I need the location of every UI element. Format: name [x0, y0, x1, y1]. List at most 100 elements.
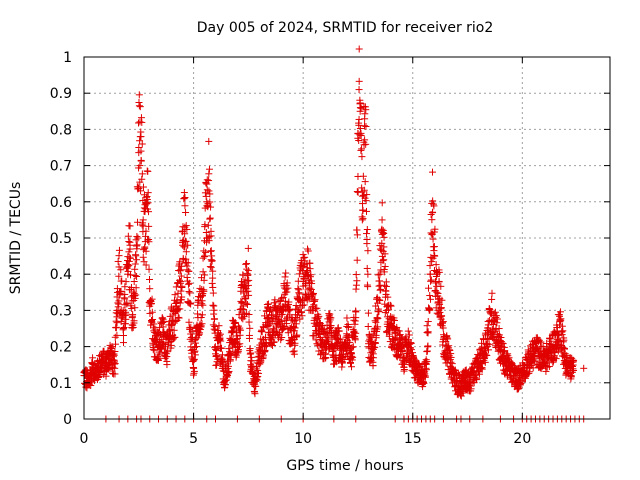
data-point — [138, 118, 146, 126]
data-point — [203, 198, 211, 206]
data-point — [102, 372, 110, 380]
data-point — [135, 91, 143, 99]
data-point — [374, 314, 382, 322]
data-point — [498, 339, 506, 347]
data-point — [176, 277, 184, 285]
data-point — [343, 314, 351, 322]
data-point — [247, 361, 255, 369]
data-point — [380, 256, 388, 264]
data-point — [123, 300, 131, 308]
data-point — [552, 355, 560, 363]
data-point — [413, 368, 421, 376]
data-point — [349, 353, 357, 361]
data-point — [138, 170, 146, 178]
data-point — [501, 357, 509, 365]
data-point — [426, 292, 434, 300]
data-point — [125, 262, 133, 270]
data-point — [120, 339, 128, 347]
data-point — [199, 301, 207, 309]
data-point — [518, 378, 526, 386]
data-point — [376, 270, 384, 278]
data-point — [411, 356, 419, 364]
data-point — [310, 301, 318, 309]
data-point — [527, 353, 535, 361]
data-point — [206, 215, 214, 223]
data-point — [292, 320, 300, 328]
data-point — [438, 312, 446, 320]
data-point — [427, 229, 435, 237]
data-point — [499, 340, 507, 348]
data-point — [325, 325, 333, 332]
data-point — [428, 209, 436, 217]
data-point — [312, 336, 320, 344]
data-point — [133, 273, 141, 281]
data-point — [294, 285, 302, 293]
data-point — [357, 146, 365, 154]
data-point — [381, 281, 389, 289]
data-point — [159, 328, 167, 336]
data-point — [375, 307, 383, 315]
data-point — [540, 357, 548, 365]
data-point — [154, 357, 162, 365]
data-point — [177, 287, 185, 295]
data-point — [505, 354, 513, 362]
data-point — [231, 319, 239, 327]
data-point — [113, 319, 121, 327]
data-point — [209, 289, 217, 297]
data-point — [372, 318, 380, 326]
data-point — [278, 334, 286, 342]
data-point — [175, 276, 183, 284]
data-point — [242, 260, 250, 268]
data-point — [473, 375, 481, 383]
data-point — [261, 347, 269, 355]
data-point — [481, 358, 489, 366]
data-point — [148, 295, 156, 303]
data-point — [256, 360, 264, 368]
data-point — [362, 106, 370, 114]
data-point — [429, 168, 437, 176]
data-point — [132, 236, 140, 244]
data-point — [182, 237, 190, 245]
data-point — [339, 353, 347, 361]
data-point — [387, 321, 395, 329]
data-point — [369, 362, 377, 370]
data-point — [439, 318, 447, 326]
data-point — [102, 361, 110, 369]
data-point — [237, 326, 245, 334]
data-point — [276, 318, 284, 326]
data-point — [374, 323, 382, 331]
data-point — [484, 346, 492, 354]
y-tick-label: 1 — [63, 50, 72, 66]
data-point — [429, 235, 437, 243]
data-point — [166, 326, 174, 334]
data-point — [122, 278, 130, 286]
y-tick-label: 0.3 — [50, 303, 72, 319]
data-point — [279, 293, 287, 301]
data-point — [151, 325, 159, 333]
data-point — [291, 324, 299, 332]
data-point — [283, 320, 291, 328]
data-point — [129, 311, 137, 319]
y-tick-label: 0.8 — [50, 122, 72, 138]
data-point — [204, 221, 212, 229]
y-tick-label: 0 — [63, 412, 72, 428]
data-point — [207, 247, 215, 255]
data-point — [182, 248, 190, 256]
data-point — [430, 202, 438, 210]
data-point — [378, 216, 386, 224]
data-point — [485, 335, 493, 343]
data-point — [176, 266, 184, 274]
data-point — [363, 207, 371, 215]
data-point — [374, 299, 382, 307]
data-point — [171, 333, 179, 341]
data-point — [354, 188, 362, 196]
data-point — [126, 222, 134, 230]
data-point — [118, 277, 126, 285]
data-point — [178, 283, 186, 291]
data-point — [199, 268, 207, 276]
data-point — [457, 382, 465, 390]
data-point — [418, 375, 426, 383]
data-point — [190, 367, 198, 375]
data-point — [89, 354, 97, 362]
data-point — [298, 312, 306, 320]
